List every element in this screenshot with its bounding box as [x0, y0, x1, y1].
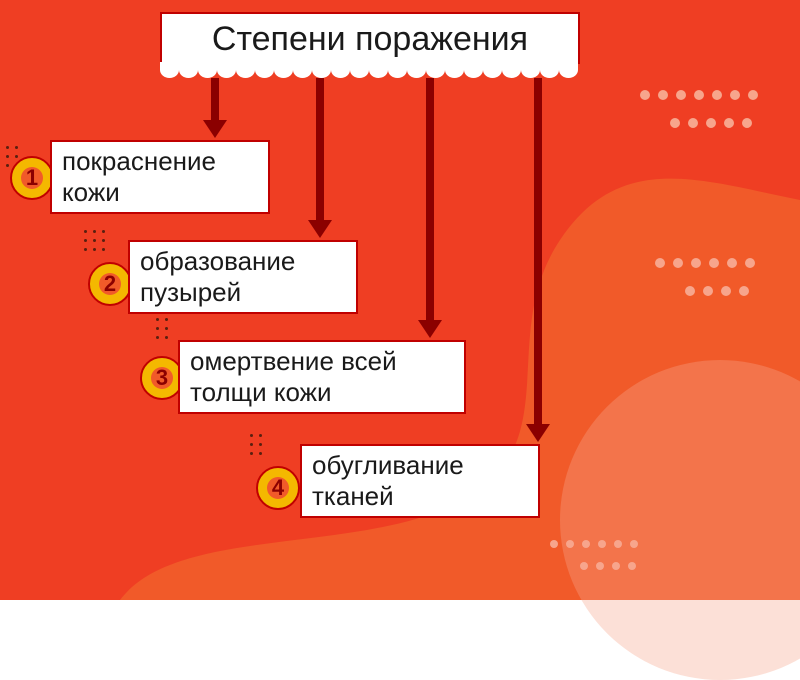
arrow-head-icon — [203, 120, 227, 138]
degree-label: покраснение кожи — [62, 146, 216, 207]
arrow-head-icon — [418, 320, 442, 338]
deco-tiny-cluster-2 — [156, 318, 174, 339]
degree-box-1: покраснение кожи — [50, 140, 270, 214]
scallop-unit — [388, 62, 407, 78]
scallop-unit — [217, 62, 236, 78]
scallop-unit — [464, 62, 483, 78]
degree-label: обугливание тканей — [312, 450, 464, 511]
deco-tiny-cluster-3 — [250, 434, 268, 455]
deco-tiny-cluster-1 — [84, 230, 111, 251]
deco-dot-row-0 — [640, 90, 758, 100]
arrow-shaft — [211, 78, 219, 124]
scallop-unit — [312, 62, 331, 78]
arrow-shaft — [534, 78, 542, 428]
scallop-unit — [521, 62, 540, 78]
scallop-unit — [160, 62, 179, 78]
scallop-unit — [350, 62, 369, 78]
scallop-unit — [502, 62, 521, 78]
scallop-unit — [445, 62, 464, 78]
degree-badge-1: 1 — [10, 156, 54, 200]
degree-box-2: образование пузырей — [128, 240, 358, 314]
degree-badge-number: 4 — [267, 477, 289, 499]
title-box: Степени поражения — [160, 12, 580, 64]
scallop-unit — [540, 62, 559, 78]
scallop-unit — [236, 62, 255, 78]
arrow-head-icon — [526, 424, 550, 442]
scallop-unit — [369, 62, 388, 78]
degree-badge-number: 3 — [151, 367, 173, 389]
degree-label: омертвение всей толщи кожи — [190, 346, 397, 407]
degree-badge-4: 4 — [256, 466, 300, 510]
scallop-unit — [274, 62, 293, 78]
title-text: Степени поражения — [212, 20, 528, 58]
deco-dot-row-1 — [670, 118, 752, 128]
arrow-shaft — [316, 78, 324, 224]
scallop-unit — [255, 62, 274, 78]
scallop-unit — [293, 62, 312, 78]
degree-box-4: обугливание тканей — [300, 444, 540, 518]
title-scallop — [160, 62, 578, 78]
deco-dot-row-4 — [550, 540, 638, 548]
degree-badge-number: 2 — [99, 273, 121, 295]
scallop-unit — [559, 62, 578, 78]
scallop-unit — [483, 62, 502, 78]
deco-dot-row-2 — [655, 258, 755, 268]
degree-box-3: омертвение всей толщи кожи — [178, 340, 466, 414]
scallop-unit — [331, 62, 350, 78]
scallop-unit — [179, 62, 198, 78]
arrow-shaft — [426, 78, 434, 324]
deco-dot-row-3 — [685, 286, 749, 296]
degree-label: образование пузырей — [140, 246, 295, 307]
degree-badge-2: 2 — [88, 262, 132, 306]
scallop-unit — [198, 62, 217, 78]
scallop-unit — [407, 62, 426, 78]
scallop-unit — [426, 62, 445, 78]
arrow-head-icon — [308, 220, 332, 238]
deco-dot-row-5 — [580, 562, 636, 570]
degree-badge-number: 1 — [21, 167, 43, 189]
